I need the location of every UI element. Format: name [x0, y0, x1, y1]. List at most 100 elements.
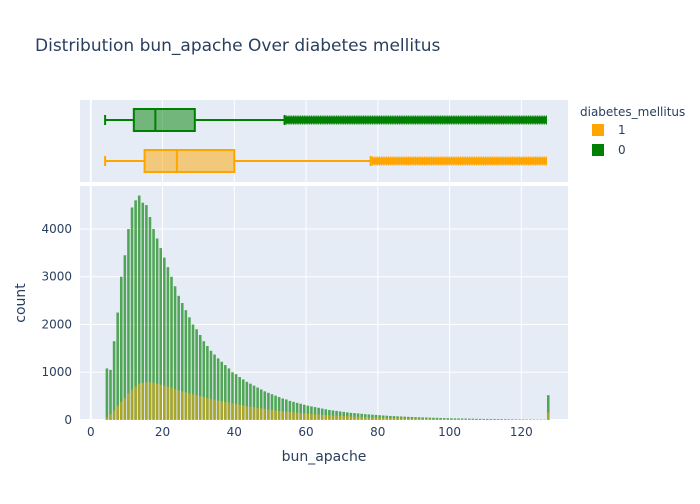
histogram-bar [317, 415, 320, 420]
histogram-bar [238, 405, 241, 420]
histogram-bar [368, 417, 371, 420]
histogram-bar [253, 407, 256, 420]
histogram-bar [124, 398, 127, 420]
histogram-bar [113, 410, 116, 420]
histogram-bar [181, 391, 184, 420]
histogram-bar [468, 419, 471, 420]
histogram-bar [393, 418, 396, 420]
x-axis-label: bun_apache [282, 449, 367, 465]
legend-title: diabetes_mellitus [580, 105, 685, 119]
histogram-bar [206, 398, 209, 420]
histogram-bar [289, 412, 292, 420]
histogram-bar [292, 412, 295, 420]
histogram-bar [364, 417, 367, 420]
legend-swatch [592, 144, 604, 156]
histogram-bar [457, 419, 460, 420]
histogram-bar [332, 415, 335, 420]
histogram-bar [486, 419, 489, 420]
histogram-bar [307, 414, 310, 420]
legend-label: 1 [618, 123, 626, 137]
histogram-bar [195, 395, 198, 420]
histogram-bar [461, 419, 464, 420]
histogram-bar [418, 419, 421, 420]
histogram-bar [142, 383, 145, 420]
histogram-bar [167, 387, 170, 420]
histogram-bar [321, 415, 324, 420]
histogram-bar [210, 399, 213, 420]
histogram-bar [360, 417, 363, 420]
histogram-bar [116, 406, 119, 420]
histogram-bar [134, 387, 137, 420]
histogram-bar [131, 389, 134, 420]
histogram-bar [296, 413, 299, 420]
histogram-bar [185, 392, 188, 420]
y-tick-label: 0 [64, 413, 72, 427]
y-tick-label: 1000 [41, 365, 72, 379]
histogram-bar [159, 385, 162, 420]
histogram-bar [407, 418, 410, 420]
histogram-bar [414, 419, 417, 420]
histogram-bar [278, 411, 281, 420]
x-tick-label: 20 [155, 425, 170, 439]
histogram-bar [256, 408, 259, 420]
histogram-bar [109, 414, 112, 420]
histogram-bar [231, 403, 234, 420]
histogram-bar [425, 419, 428, 420]
histogram-bar [464, 419, 467, 420]
legend-label: 0 [618, 143, 626, 157]
histogram-bar [120, 402, 123, 420]
histogram-bar [475, 419, 478, 420]
histogram-bar [145, 382, 148, 420]
histogram-bar [131, 207, 134, 420]
histogram-bar [217, 400, 220, 420]
histogram-bar [386, 418, 389, 420]
histogram-bar [547, 412, 550, 420]
histogram-bar [403, 418, 406, 420]
histogram-bar [346, 416, 349, 420]
histogram-bar [472, 419, 475, 420]
histogram-bar [106, 417, 109, 420]
histogram-bar [342, 416, 345, 420]
histogram-bar [285, 412, 288, 420]
box-iqr [145, 150, 235, 172]
histogram-bar [106, 368, 109, 420]
histogram-bar [124, 255, 127, 420]
histogram-bar [490, 419, 493, 420]
histogram-bar [299, 413, 302, 420]
histogram-bar [177, 390, 180, 420]
box-outliers [285, 116, 547, 125]
histogram-bar [421, 419, 424, 420]
histogram-bar [249, 407, 252, 420]
histogram-bar [156, 384, 159, 420]
histogram-bar [260, 408, 263, 420]
histogram-bar [242, 405, 245, 420]
histogram-bar [235, 404, 238, 420]
histogram-bar [120, 277, 123, 420]
chart-title: Distribution bun_apache Over diabetes me… [35, 36, 441, 56]
histogram-bar [375, 417, 378, 420]
histogram-bar [271, 410, 274, 420]
histogram-bar [220, 401, 223, 420]
histogram-bar [188, 393, 191, 420]
histogram-bar [439, 419, 442, 420]
legend-swatch [592, 124, 604, 136]
histogram-bar [163, 386, 166, 420]
histogram-bar [450, 419, 453, 420]
histogram-bar [127, 393, 130, 420]
histogram-bar [443, 419, 446, 420]
histogram-bar [174, 389, 177, 420]
histogram-bar [429, 419, 432, 420]
histogram-bar [314, 414, 317, 420]
box-outliers [371, 157, 547, 166]
histogram-bar [482, 419, 485, 420]
y-axis-label: count [13, 283, 29, 323]
y-tick-label: 2000 [41, 317, 72, 331]
x-tick-label: 100 [438, 425, 461, 439]
histogram-bar [400, 418, 403, 420]
histogram-bar [432, 419, 435, 420]
histogram-bar [479, 419, 482, 420]
histogram-bar [389, 418, 392, 420]
histogram-bar [274, 410, 277, 420]
histogram-bar [310, 414, 313, 420]
